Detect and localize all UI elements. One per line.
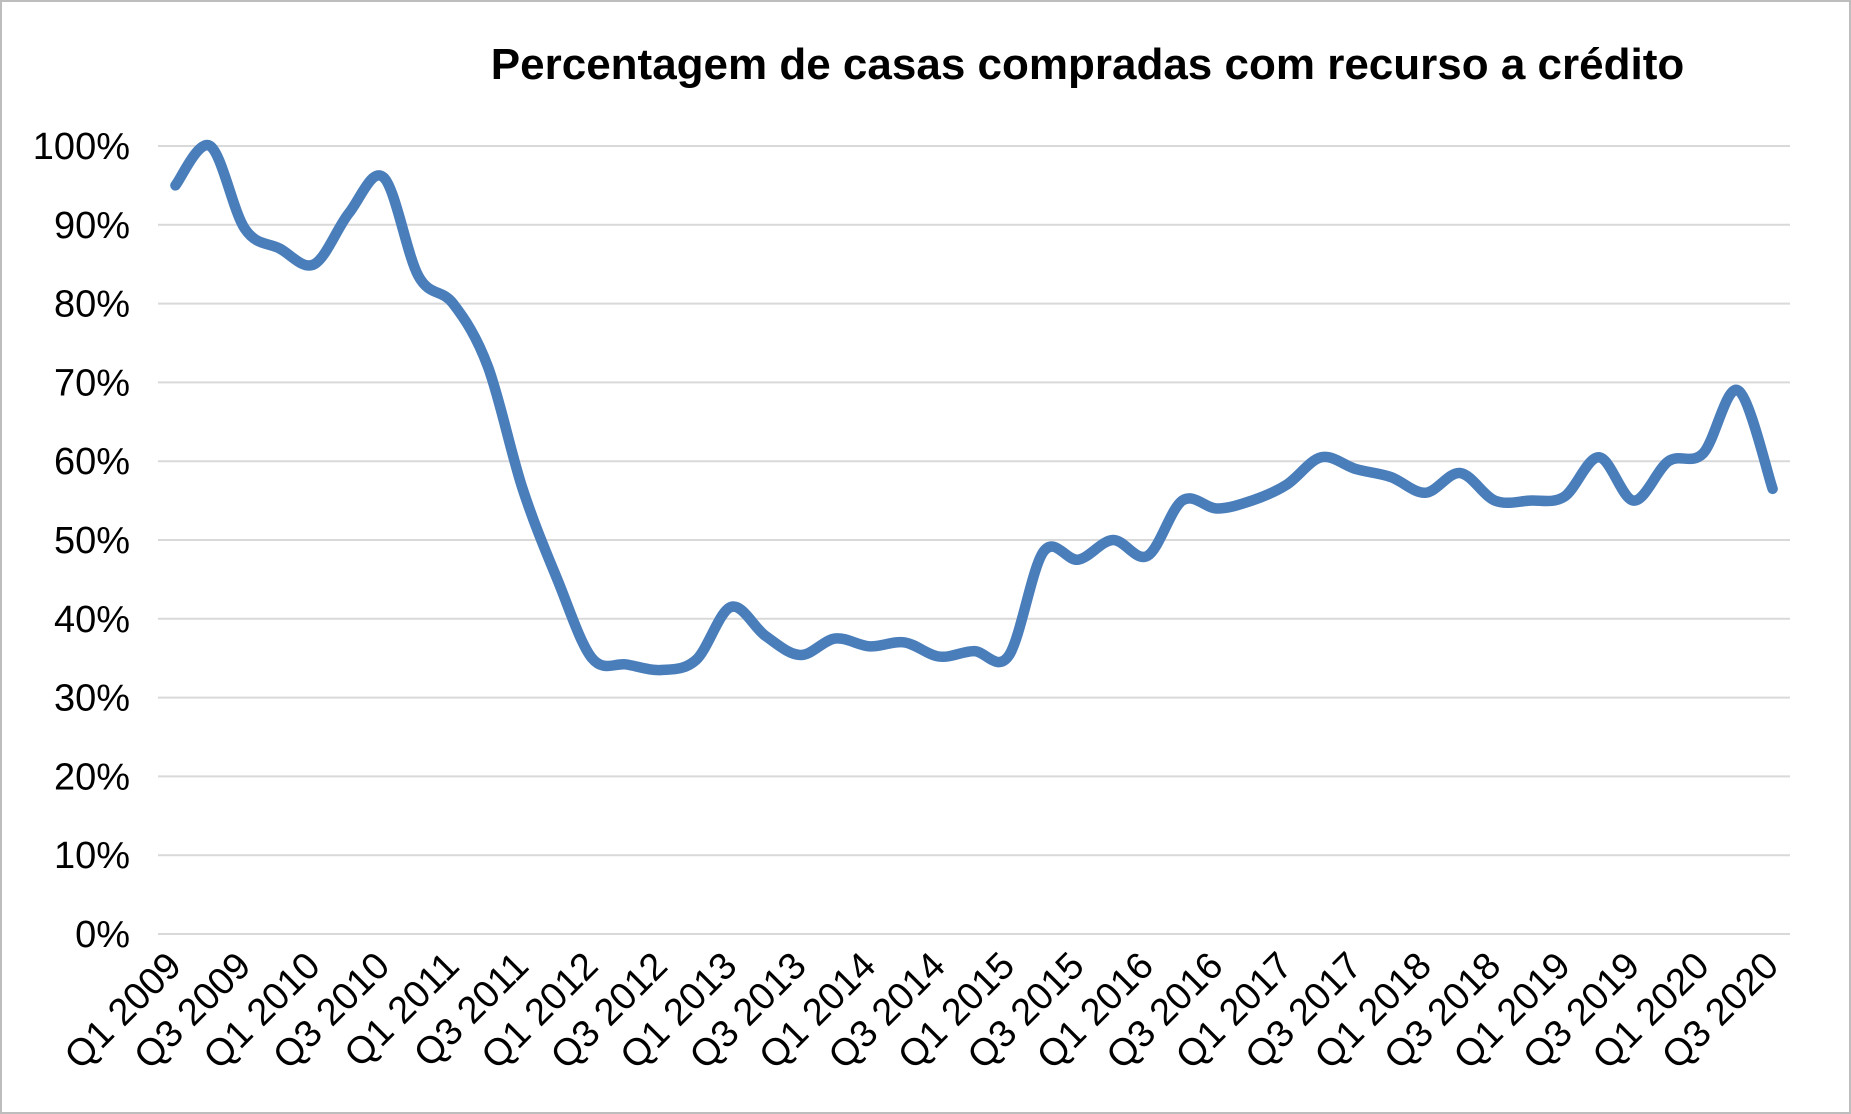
y-axis-label: 90% — [54, 205, 130, 247]
chart-title: Percentagem de casas compradas com recur… — [490, 40, 1685, 89]
y-axis-label: 70% — [54, 362, 130, 404]
y-axis-label: 100% — [33, 126, 130, 168]
data-series-line — [170, 140, 1778, 676]
y-axis-label: 10% — [54, 835, 130, 877]
y-axis-label: 40% — [54, 599, 130, 641]
y-axis-label: 30% — [54, 678, 130, 720]
y-axis-label: 80% — [54, 284, 130, 326]
y-axis-label: 20% — [54, 756, 130, 798]
y-axis-label: 50% — [54, 520, 130, 562]
y-axis-label: 60% — [54, 441, 130, 483]
y-axis-label: 0% — [75, 914, 130, 956]
